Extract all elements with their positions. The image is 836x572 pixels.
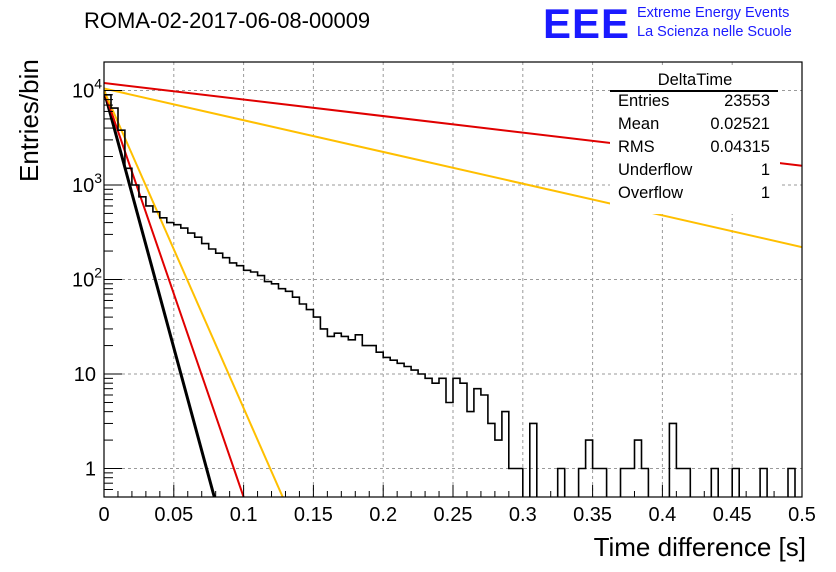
y-tick-label: 1 (85, 459, 96, 481)
stats-row-overflow: Overflow 1 (618, 184, 770, 207)
histogram-series (104, 94, 796, 497)
x-tick-label: 0.35 (573, 504, 612, 526)
stats-label: Mean (618, 115, 660, 133)
chart-title: ROMA-02-2017-06-08-00009 (84, 8, 371, 33)
eee-logo-line1: Extreme Energy Events (637, 5, 790, 21)
x-tick-label: 0.1 (230, 504, 258, 526)
stats-row-entries: Entries 23553 (618, 92, 770, 115)
x-tick-label: 0.45 (713, 504, 752, 526)
stats-label: RMS (618, 138, 655, 156)
y-tick-label: 104 (72, 75, 102, 102)
stats-label: Underflow (618, 161, 693, 179)
fit-line-2 (104, 90, 245, 497)
x-axis-label: Time difference [s] (593, 532, 806, 562)
fit-line-5 (104, 87, 802, 249)
y-tick-label: 102 (72, 265, 102, 292)
x-tick-label: 0.5 (788, 504, 816, 526)
x-tick-label: 0.4 (648, 504, 676, 526)
y-axis-label: Entries/bin (14, 59, 44, 182)
stats-value: 0.02521 (710, 115, 770, 133)
eee-logo: EEE (543, 0, 631, 47)
fit-line-1 (104, 90, 216, 497)
x-tick-label: 0.05 (154, 504, 193, 526)
stats-label: Entries (618, 92, 670, 110)
x-tick-label: 0.25 (434, 504, 473, 526)
stats-value: 23553 (724, 92, 770, 110)
x-tick-label: 0 (98, 504, 109, 526)
stats-value: 0.04315 (710, 138, 770, 156)
eee-logo-line2: La Scienza nelle Scuole (637, 24, 792, 40)
stats-row-underflow: Underflow 1 (618, 161, 770, 184)
stats-box: DeltaTime Entries 23553 Mean 0.02521 RMS… (610, 68, 780, 214)
histogram-outline (104, 94, 796, 497)
x-tick-label: 0.3 (509, 504, 537, 526)
x-tick-label: 0.15 (294, 504, 333, 526)
stats-value: 1 (760, 161, 770, 179)
stats-title: DeltaTime (657, 71, 733, 89)
x-tick-label: 0.2 (369, 504, 397, 526)
axes: 0 0.05 0.1 0.15 0.2 0.25 0.3 0.35 0.4 0.45 0.5 1 10 1… (72, 61, 816, 526)
stats-value: 1 (760, 184, 770, 202)
stats-label: Overflow (618, 184, 684, 202)
y-tick-label: 10 (74, 364, 96, 386)
y-tick-label: 103 (72, 170, 102, 197)
fit-line-3 (104, 90, 284, 497)
grid (104, 62, 802, 497)
stats-row-mean: Mean 0.02521 (618, 115, 770, 138)
stats-divider (610, 90, 778, 92)
stats-row-rms: RMS 0.04315 (618, 138, 770, 161)
